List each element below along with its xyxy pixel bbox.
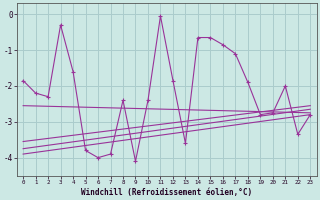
X-axis label: Windchill (Refroidissement éolien,°C): Windchill (Refroidissement éolien,°C) [81,188,252,197]
